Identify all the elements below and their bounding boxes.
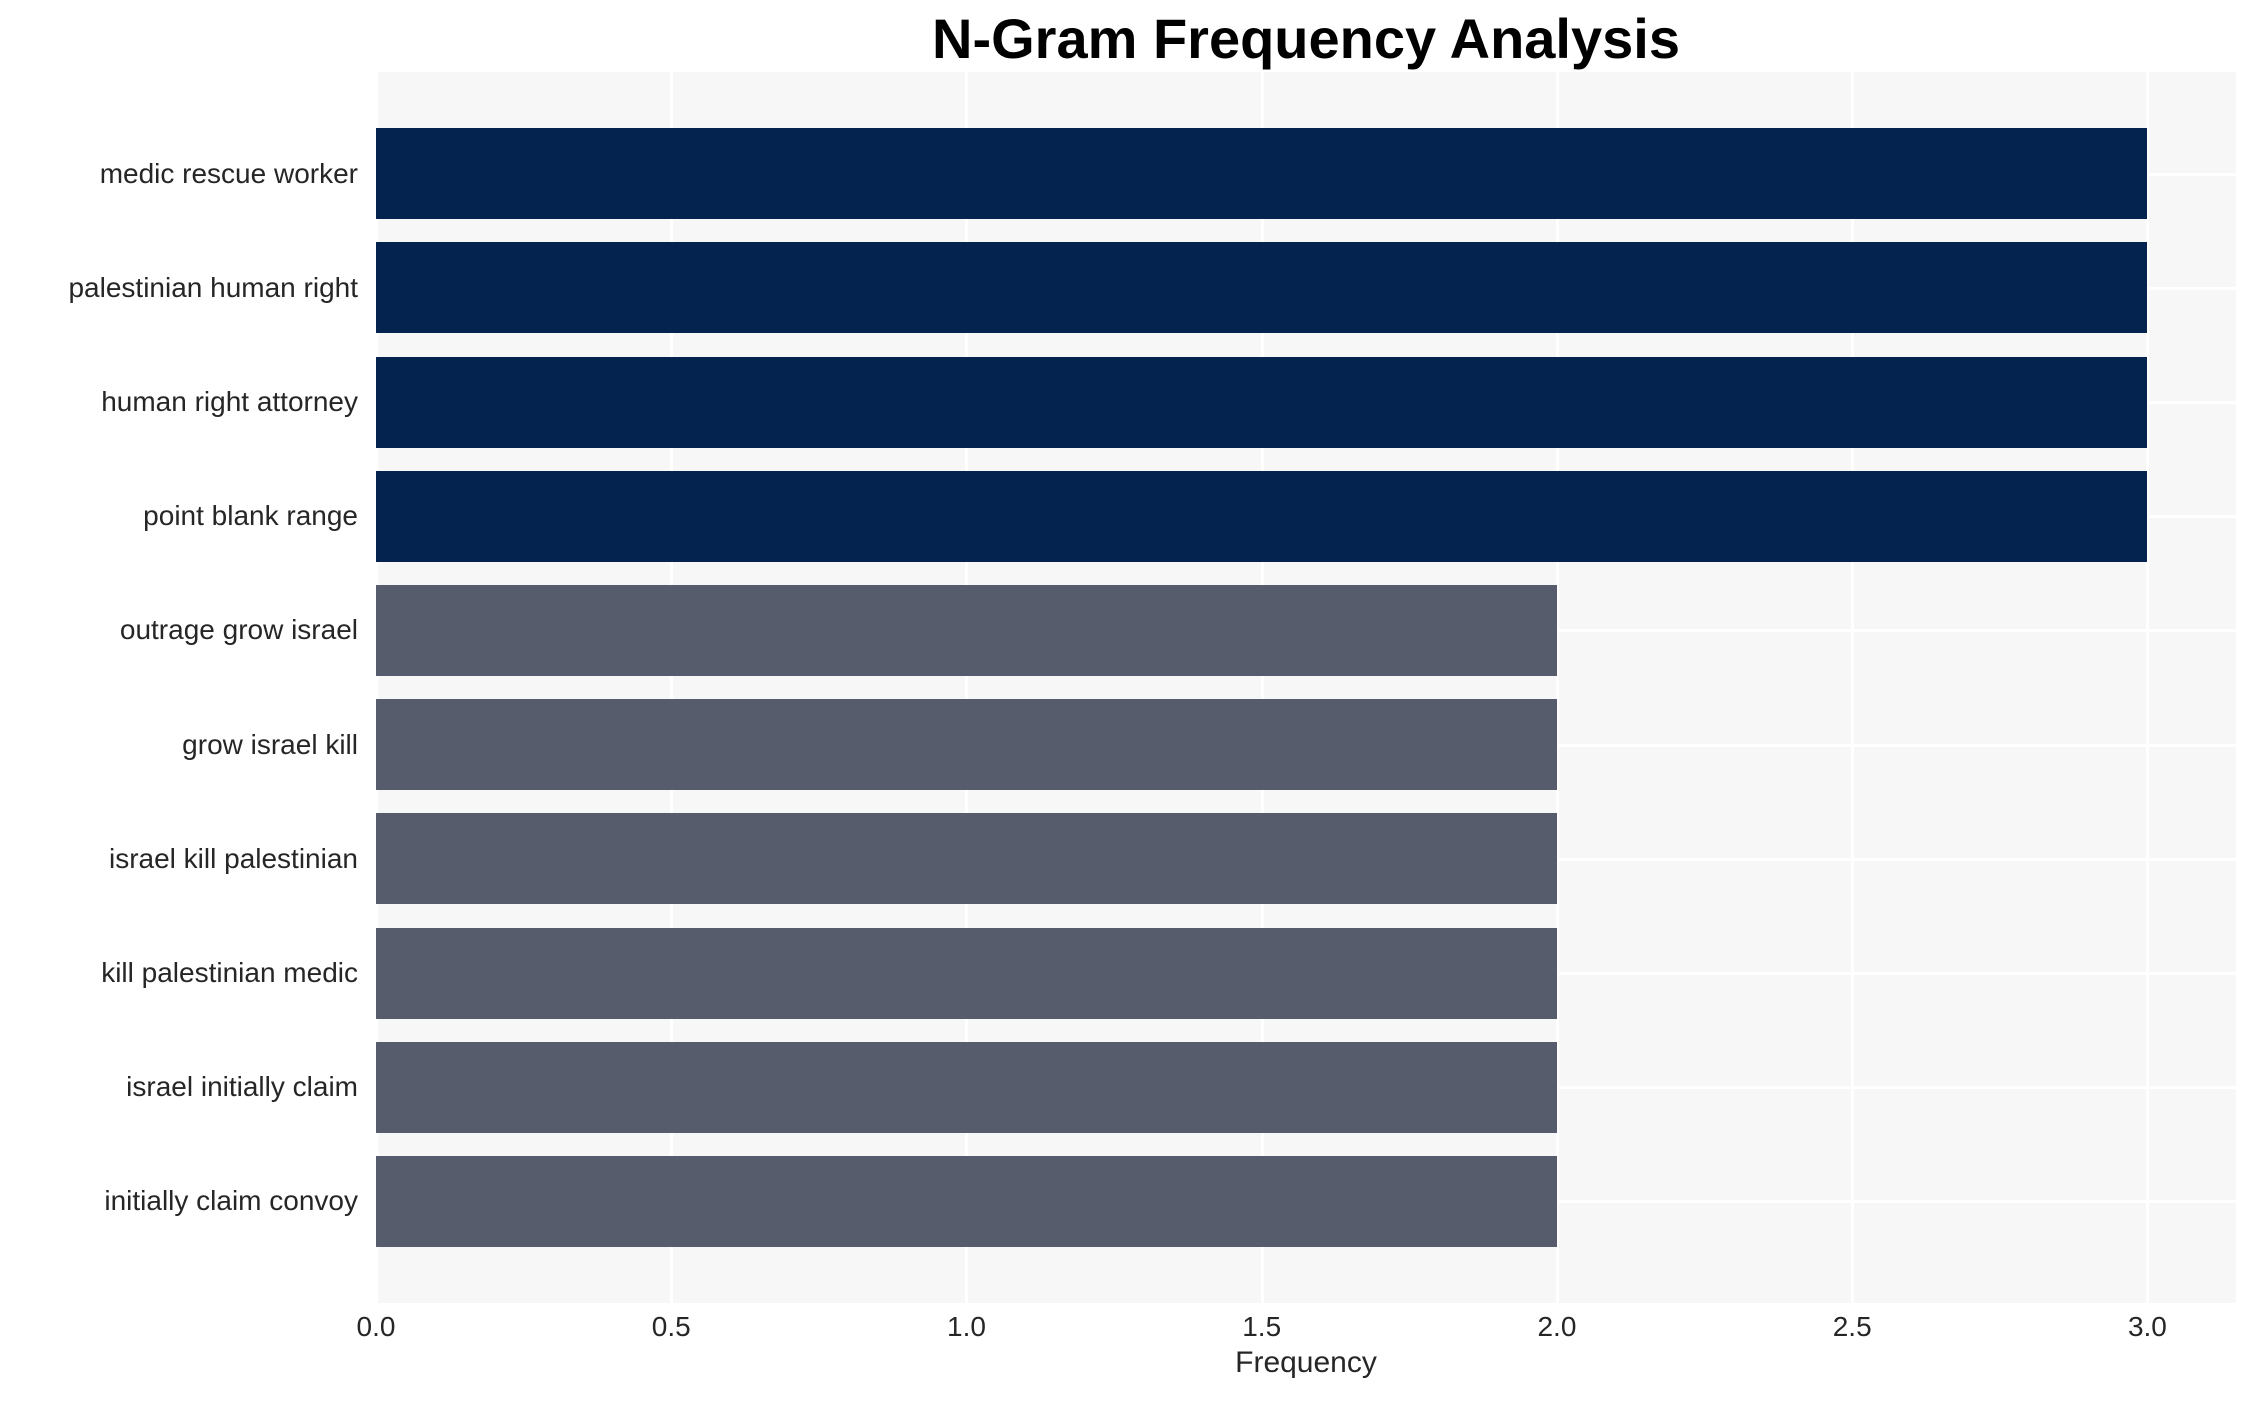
x-tick-label: 0.5 bbox=[651, 1311, 691, 1342]
x-gridline bbox=[2146, 72, 2150, 1303]
y-label: kill palestinian medic bbox=[101, 957, 358, 988]
bar-kill-palestinian-medic bbox=[376, 927, 1557, 1019]
chart-title: N-Gram Frequency Analysis bbox=[932, 7, 1680, 70]
plot-area bbox=[375, 72, 2236, 1303]
x-tick-label: 1.0 bbox=[947, 1311, 986, 1342]
bar-palestinian-human-right bbox=[376, 242, 2148, 334]
y-label: israel initially claim bbox=[126, 1071, 358, 1103]
x-gridline bbox=[1851, 72, 1855, 1303]
y-label: medic rescue worker bbox=[99, 157, 358, 189]
x-tick-label: 3.0 bbox=[2127, 1311, 2167, 1342]
bar-initially-claim-convoy bbox=[376, 1155, 1557, 1247]
bar-israel-kill-palestinian bbox=[376, 813, 1557, 905]
x-gridline bbox=[965, 72, 969, 1303]
x-tick-label: 2.0 bbox=[1537, 1311, 1577, 1342]
x-gridline bbox=[1260, 72, 1264, 1303]
x-axis-label: Frequency bbox=[1235, 1346, 1377, 1379]
x-axis-ticks: 0.0 0.5 1.0 1.5 2.0 2.5 3.0 bbox=[357, 1311, 2236, 1347]
bar-medic-rescue-worker bbox=[376, 128, 2148, 220]
bar-point-blank-range bbox=[376, 470, 2148, 562]
y-axis-labels: medic rescue worker palestinian human rig… bbox=[0, 72, 358, 1303]
bar-outrage-grow-israel bbox=[376, 584, 1557, 676]
y-label: human right attorney bbox=[101, 386, 358, 417]
bar-israel-initially-claim bbox=[376, 1041, 1557, 1133]
x-tick-label: 0.0 bbox=[356, 1311, 396, 1342]
y-label: israel kill palestinian bbox=[108, 842, 358, 874]
x-gridline bbox=[670, 72, 674, 1303]
y-label: point blank range bbox=[143, 500, 358, 532]
y-label: grow israel kill bbox=[182, 728, 358, 760]
y-label: outrage grow israel bbox=[119, 614, 358, 646]
bar-grow-israel-kill bbox=[376, 699, 1557, 791]
x-gridline bbox=[1555, 72, 1559, 1303]
bar-human-right-attorney bbox=[376, 356, 2148, 448]
x-gridline bbox=[375, 72, 378, 1303]
y-label: palestinian human right bbox=[68, 271, 358, 303]
x-tick-label: 2.5 bbox=[1832, 1311, 1872, 1342]
x-tick-label: 1.5 bbox=[1242, 1311, 1282, 1342]
y-label: initially claim convoy bbox=[104, 1185, 358, 1217]
